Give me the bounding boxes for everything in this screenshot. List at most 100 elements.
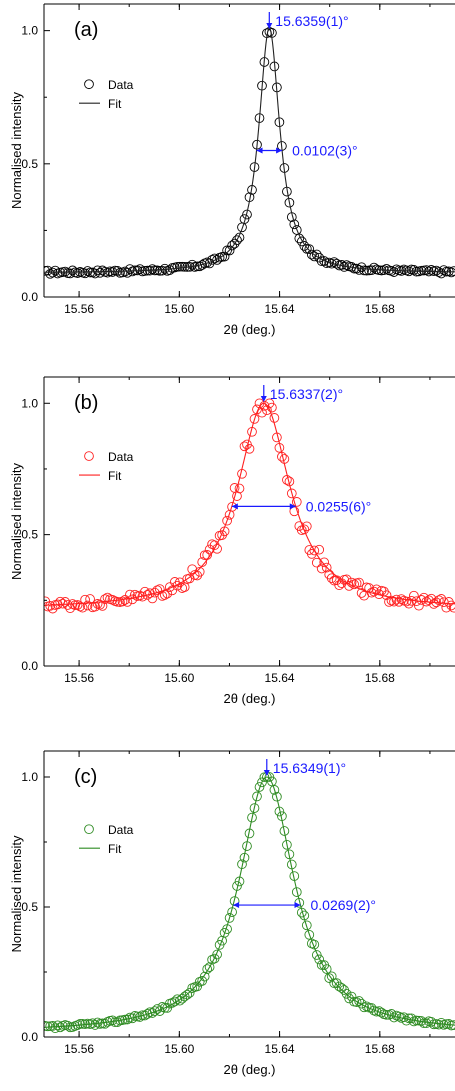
x-axis-title: 2θ (deg.) xyxy=(223,322,275,337)
data-point xyxy=(239,441,250,452)
data-point xyxy=(234,232,245,243)
data-point xyxy=(386,595,397,606)
data-point xyxy=(244,443,255,454)
data-point xyxy=(80,594,90,605)
data-point xyxy=(194,566,205,577)
data-point xyxy=(309,939,320,950)
data-point xyxy=(329,978,340,989)
data-point xyxy=(44,265,53,276)
data-point xyxy=(182,989,193,1000)
x-axis-title: 2θ (deg.) xyxy=(223,1062,275,1077)
x-tick-label: 15.68 xyxy=(365,671,395,685)
data-point xyxy=(102,267,113,278)
data-point xyxy=(426,265,437,275)
data-point xyxy=(309,545,320,556)
x-tick-label: 15.60 xyxy=(164,1042,194,1056)
peak-arrow-head xyxy=(263,770,270,776)
data-point xyxy=(239,214,250,224)
data-point xyxy=(90,1020,100,1030)
data-point xyxy=(44,265,51,276)
data-point xyxy=(147,264,158,274)
data-point xyxy=(391,594,402,605)
x-tick-label: 15.56 xyxy=(64,1042,94,1056)
data-point xyxy=(154,584,165,594)
data-point xyxy=(172,580,183,591)
data-point xyxy=(289,219,300,230)
data-point xyxy=(296,236,307,247)
data-point xyxy=(80,268,90,279)
data-point xyxy=(384,597,394,607)
data-point xyxy=(212,949,222,960)
data-point xyxy=(177,261,188,272)
legend-marker-data xyxy=(84,451,94,461)
legend-marker-data xyxy=(84,79,94,90)
x-tick-label: 15.60 xyxy=(164,671,194,685)
data-point xyxy=(419,1018,429,1029)
data-point xyxy=(187,259,198,270)
data-point xyxy=(62,600,73,610)
data-point xyxy=(247,812,257,823)
y-tick-label: 0.5 xyxy=(21,528,38,542)
data-point xyxy=(95,599,105,610)
data-point xyxy=(433,1019,444,1030)
data-point xyxy=(219,251,230,262)
y-axis-title: Normalised intensity xyxy=(9,835,24,953)
data-point xyxy=(249,803,260,813)
data-point xyxy=(50,265,61,276)
data-point xyxy=(232,235,242,246)
fwhm-label: 0.0102(3)° xyxy=(292,143,358,159)
data-point xyxy=(326,971,337,982)
data-point xyxy=(267,402,277,413)
data-point xyxy=(438,265,449,275)
data-point xyxy=(232,491,242,501)
x-tick-label: 15.60 xyxy=(164,302,194,316)
data-point xyxy=(319,256,330,266)
data-point xyxy=(389,267,399,277)
data-point xyxy=(326,258,337,269)
chart-panel-a: 15.56 15.60 15.64 15.68 0.0 0.5 1.0 2θ (deg.) No… xyxy=(9,3,455,337)
data-point xyxy=(319,557,330,568)
fwhm-arrow-head-left xyxy=(231,503,238,510)
data-point xyxy=(316,563,327,574)
data-point xyxy=(82,266,93,276)
data-point xyxy=(192,981,203,992)
data-point xyxy=(125,589,135,600)
data-point xyxy=(234,483,245,494)
data-point xyxy=(436,268,447,279)
data-point xyxy=(254,782,265,792)
fwhm-label: 0.0255(6)° xyxy=(306,498,372,514)
data-point xyxy=(366,265,377,276)
y-tick-label: 1.0 xyxy=(21,24,38,38)
data-point xyxy=(311,557,322,568)
data-point xyxy=(169,996,180,1007)
data-point xyxy=(135,264,145,274)
legend-label-fit: Fit xyxy=(108,469,122,483)
data-point xyxy=(356,588,367,598)
data-point xyxy=(157,265,168,276)
peak-arrow-head xyxy=(260,396,267,402)
data-point xyxy=(269,785,280,795)
data-point xyxy=(376,1007,387,1018)
data-point xyxy=(321,964,332,974)
data-point xyxy=(354,265,364,275)
data-point xyxy=(55,1022,66,1033)
data-point xyxy=(60,597,71,607)
data-point xyxy=(172,994,183,1005)
data-point xyxy=(224,245,235,256)
data-point xyxy=(184,261,195,272)
data-point xyxy=(423,595,434,606)
data-point xyxy=(401,1015,412,1026)
data-point xyxy=(72,600,83,610)
data-point xyxy=(45,600,56,611)
data-point xyxy=(249,414,260,424)
data-point xyxy=(227,240,237,251)
data-point xyxy=(336,578,347,589)
data-point xyxy=(179,991,190,1002)
data-point xyxy=(409,265,419,275)
fwhm-arrow-head-right xyxy=(294,902,301,909)
data-point xyxy=(394,596,404,607)
data-point xyxy=(351,997,362,1007)
data-point xyxy=(167,997,178,1008)
data-point xyxy=(72,268,83,278)
